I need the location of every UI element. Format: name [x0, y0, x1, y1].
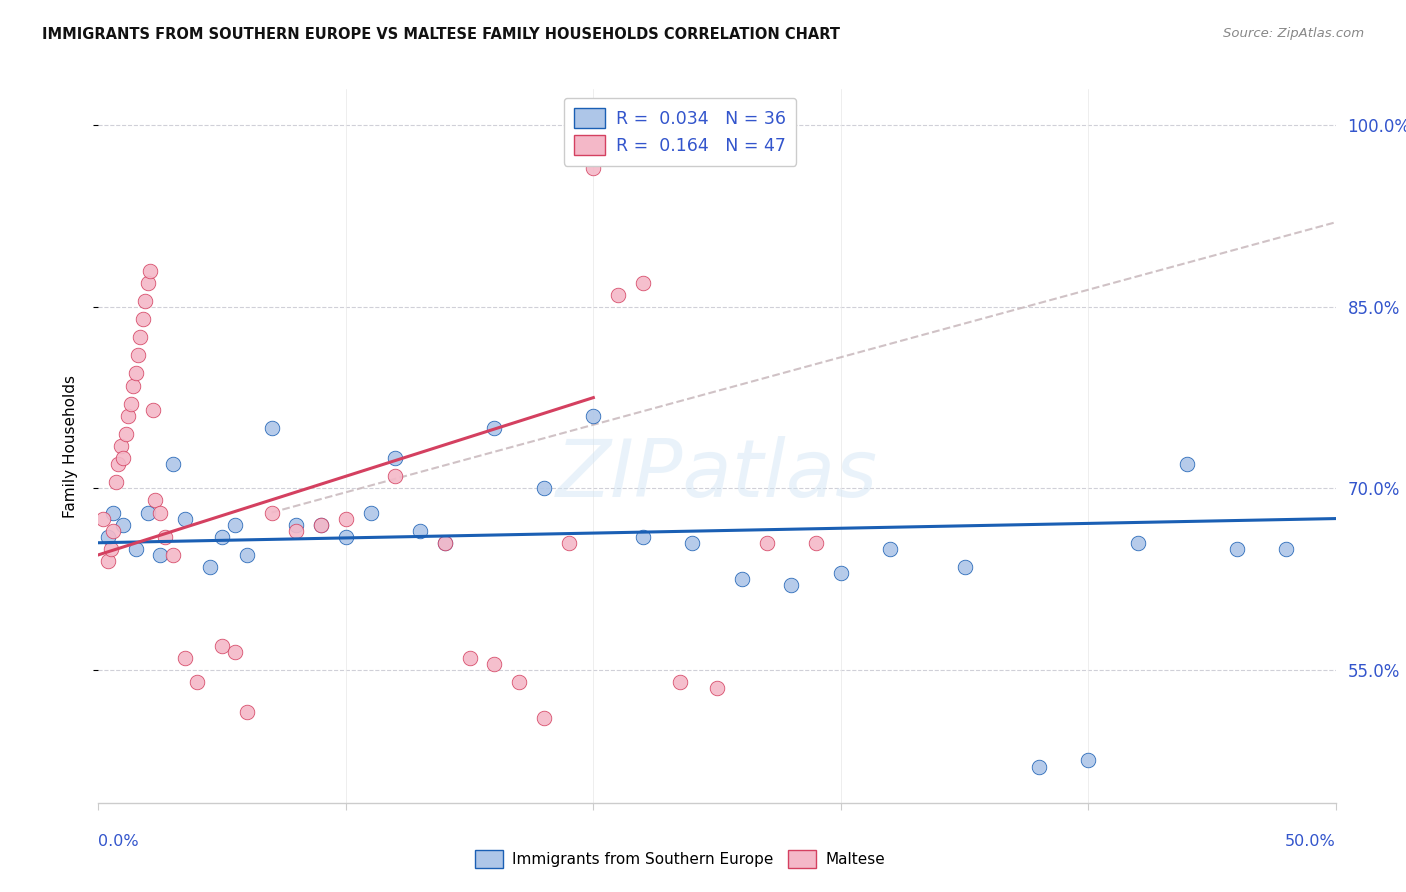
- Point: [631, 530, 654, 544]
- Point: [631, 276, 654, 290]
- Point: [110, 439, 132, 453]
- Point: [174, 511, 197, 525]
- Text: Source: ZipAtlas.com: Source: ZipAtlas.com: [1223, 27, 1364, 40]
- Point: [484, 421, 506, 435]
- Point: [117, 409, 139, 423]
- Point: [484, 657, 506, 671]
- Point: [260, 506, 283, 520]
- Point: [132, 312, 155, 326]
- Point: [124, 541, 146, 556]
- Text: 50.0%: 50.0%: [1285, 834, 1336, 849]
- Point: [143, 493, 166, 508]
- Point: [155, 530, 177, 544]
- Point: [582, 409, 605, 423]
- Point: [804, 535, 827, 549]
- Point: [211, 530, 233, 544]
- Point: [162, 457, 184, 471]
- Point: [97, 554, 120, 568]
- Point: [100, 541, 122, 556]
- Point: [236, 548, 259, 562]
- Point: [120, 397, 142, 411]
- Point: [136, 276, 159, 290]
- Legend: Immigrants from Southern Europe, Maltese: Immigrants from Southern Europe, Maltese: [465, 841, 894, 877]
- Point: [879, 541, 901, 556]
- Point: [409, 524, 432, 538]
- Point: [582, 161, 605, 175]
- Point: [360, 506, 382, 520]
- Point: [103, 506, 125, 520]
- Point: [174, 650, 197, 665]
- Point: [309, 517, 332, 532]
- Point: [186, 674, 208, 689]
- Point: [533, 481, 555, 495]
- Text: IMMIGRANTS FROM SOUTHERN EUROPE VS MALTESE FAMILY HOUSEHOLDS CORRELATION CHART: IMMIGRANTS FROM SOUTHERN EUROPE VS MALTE…: [42, 27, 841, 42]
- Point: [236, 705, 259, 719]
- Point: [127, 348, 149, 362]
- Point: [953, 560, 976, 574]
- Point: [122, 378, 145, 392]
- Point: [607, 288, 630, 302]
- Point: [508, 674, 530, 689]
- Point: [335, 530, 357, 544]
- Point: [731, 572, 754, 586]
- Point: [104, 475, 127, 490]
- Point: [433, 535, 456, 549]
- Point: [557, 535, 579, 549]
- Point: [1275, 541, 1298, 556]
- Point: [224, 517, 246, 532]
- Point: [112, 451, 135, 466]
- Point: [97, 530, 120, 544]
- Point: [114, 426, 136, 441]
- Point: [107, 457, 129, 471]
- Point: [1028, 759, 1050, 773]
- Point: [285, 517, 308, 532]
- Point: [669, 674, 692, 689]
- Point: [830, 566, 852, 580]
- Point: [124, 367, 146, 381]
- Point: [384, 469, 406, 483]
- Point: [755, 535, 778, 549]
- Point: [149, 506, 172, 520]
- Point: [211, 639, 233, 653]
- Point: [260, 421, 283, 435]
- Point: [134, 293, 156, 308]
- Point: [224, 645, 246, 659]
- Point: [129, 330, 152, 344]
- Point: [384, 451, 406, 466]
- Point: [1077, 754, 1099, 768]
- Point: [780, 578, 803, 592]
- Point: [706, 681, 728, 695]
- Point: [112, 517, 135, 532]
- Point: [142, 402, 165, 417]
- Point: [533, 711, 555, 725]
- Point: [162, 548, 184, 562]
- Point: [149, 548, 172, 562]
- Point: [93, 511, 115, 525]
- Point: [285, 524, 308, 538]
- Text: ZIPatlas: ZIPatlas: [555, 435, 879, 514]
- Point: [136, 506, 159, 520]
- Point: [1226, 541, 1249, 556]
- Point: [458, 650, 481, 665]
- Point: [1126, 535, 1149, 549]
- Point: [681, 535, 703, 549]
- Point: [198, 560, 221, 574]
- Point: [103, 524, 125, 538]
- Point: [433, 535, 456, 549]
- Text: 0.0%: 0.0%: [98, 834, 139, 849]
- Point: [309, 517, 332, 532]
- Point: [1175, 457, 1198, 471]
- Point: [139, 263, 162, 277]
- Point: [335, 511, 357, 525]
- Y-axis label: Family Households: Family Households: [63, 375, 77, 517]
